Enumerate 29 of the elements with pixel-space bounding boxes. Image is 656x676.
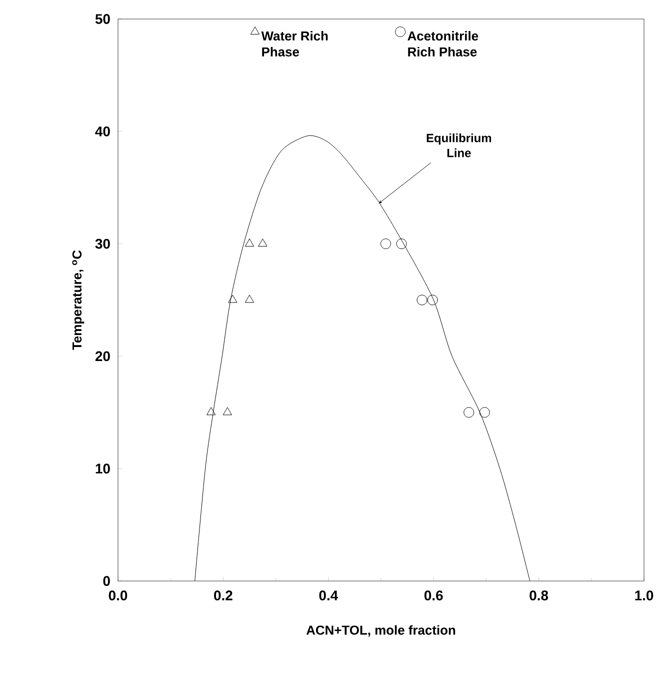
y-tick-label: 50 <box>95 14 110 24</box>
point <box>244 238 254 247</box>
y-axis-title: Temperature, $^{o}$C <box>72 250 84 350</box>
y-tick-label: 20 <box>95 351 110 362</box>
x-tick-label: 0.0 <box>108 590 128 600</box>
point <box>222 407 232 416</box>
point <box>258 238 268 247</box>
point <box>427 294 438 306</box>
point <box>479 407 490 418</box>
x-tick-label: 0.6 <box>424 590 443 600</box>
y-tick-label: 10 <box>96 464 110 474</box>
point <box>396 238 407 250</box>
annotation: Equilibrium Line <box>426 133 492 158</box>
x-tick-label: 0.8 <box>530 590 548 600</box>
legend-label: Acetonitrile Rich Phase <box>408 31 478 56</box>
point <box>380 238 391 250</box>
x-tick-label: 0.2 <box>214 590 232 600</box>
point <box>464 407 474 418</box>
x-tick-label: 0.4 <box>319 590 338 600</box>
y-tick-label: 40 <box>95 126 110 136</box>
x-tick-label: 1.0 <box>635 590 654 600</box>
point <box>206 407 216 416</box>
point <box>244 294 254 303</box>
point <box>228 294 238 303</box>
x-axis-title: ACN+TOL, mole fraction <box>306 625 456 637</box>
y-tick-label: 0 <box>103 576 110 586</box>
y-tick-label: 30 <box>95 238 110 249</box>
point <box>416 294 428 306</box>
legend-label: Water Rich Phase <box>261 31 328 56</box>
